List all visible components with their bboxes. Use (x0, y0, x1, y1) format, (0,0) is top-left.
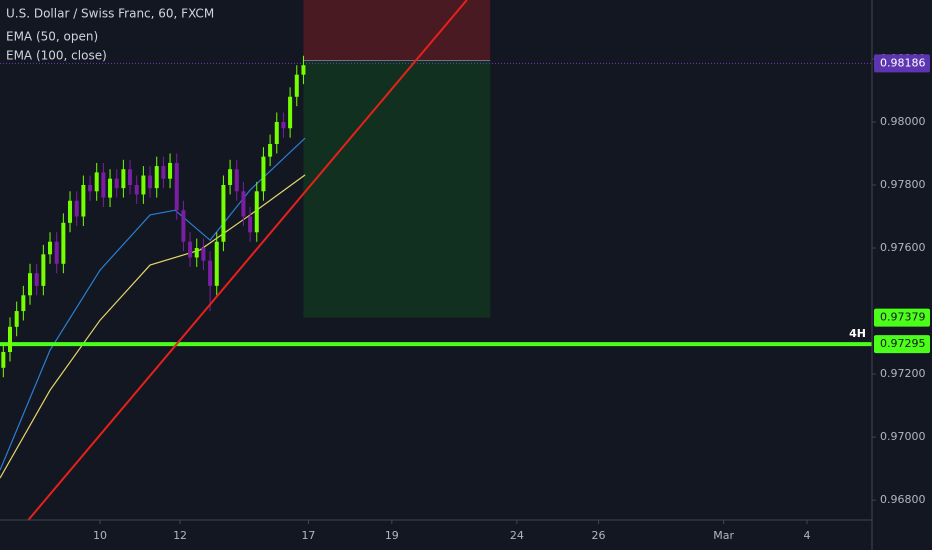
plot-area (0, 0, 872, 521)
candle-body (28, 273, 33, 296)
candle-body (1, 352, 6, 368)
x-tick-label: 26 (592, 529, 606, 542)
candle-body (154, 166, 159, 189)
candle-body (74, 200, 79, 217)
candle-body (41, 254, 46, 286)
price-label: 0.97379 (880, 311, 926, 324)
y-tick-label: 0.98000 (880, 115, 926, 128)
x-tick-label: 12 (173, 529, 187, 542)
candle-body (101, 172, 106, 198)
x-tick-label: 17 (301, 529, 315, 542)
candle-body (234, 169, 239, 192)
level-label: 4H (849, 327, 866, 340)
candle-body (174, 162, 179, 211)
x-tick-label: 10 (93, 529, 107, 542)
y-tick-label: 0.97800 (880, 178, 926, 191)
x-tick-label: 4 (803, 529, 810, 542)
candle-body (61, 222, 66, 264)
candle-body (108, 178, 113, 198)
candle-body (48, 241, 53, 255)
candle-body (301, 65, 306, 75)
candle-body (294, 74, 299, 97)
candle-body (281, 121, 286, 129)
candle-body (181, 210, 186, 242)
candle-body (94, 172, 99, 192)
candle-body (188, 241, 193, 258)
candle-body (8, 326, 13, 353)
legend-entry: EMA (50, open) (6, 30, 98, 44)
candle-body (194, 248, 199, 258)
x-tick-label: Mar (713, 529, 734, 542)
y-tick-label: 0.97600 (880, 241, 926, 254)
candle-body (268, 144, 273, 157)
candle-body (228, 169, 233, 185)
stop-zone (303, 0, 491, 61)
price-label-box (874, 54, 930, 73)
candle-body (288, 96, 293, 129)
chart-title: U.S. Dollar / Swiss Franc, 60, FXCM (6, 7, 214, 21)
candle-body (81, 184, 86, 217)
y-tick-label: 0.97000 (880, 430, 926, 443)
candle-body (201, 248, 206, 261)
candle-body (261, 156, 266, 192)
x-tick-label: 19 (385, 529, 399, 542)
candle-body (274, 121, 279, 145)
candle-body (148, 175, 153, 189)
candle-body (68, 200, 73, 223)
price-label: 0.98186 (880, 56, 926, 69)
candle-body (221, 184, 226, 242)
trendline (27, 0, 468, 521)
candle-body (54, 241, 59, 264)
candle-body (134, 184, 139, 195)
candle-body (208, 260, 213, 286)
target-zone (303, 60, 491, 318)
candle-body (88, 184, 93, 192)
candle-body (14, 311, 19, 327)
candle-body (141, 175, 146, 195)
candle-body (114, 178, 119, 189)
candle-body (128, 169, 133, 185)
price-label-box (874, 335, 930, 354)
candle-body (168, 162, 173, 179)
legend-entry: EMA (100, close) (6, 49, 107, 63)
candle-body (21, 295, 26, 312)
candle-body (214, 241, 219, 286)
y-tick-label: 0.97200 (880, 367, 926, 380)
candle-body (248, 216, 253, 233)
candle-body (254, 191, 259, 233)
candle-body (121, 169, 126, 189)
candle-body (34, 273, 39, 286)
candle-body (241, 191, 246, 217)
price-label: 0.97295 (880, 337, 926, 350)
x-tick-label: 24 (510, 529, 524, 542)
y-tick-label: 0.96800 (880, 493, 926, 506)
candle-body (161, 166, 166, 179)
price-label-box (874, 308, 930, 327)
